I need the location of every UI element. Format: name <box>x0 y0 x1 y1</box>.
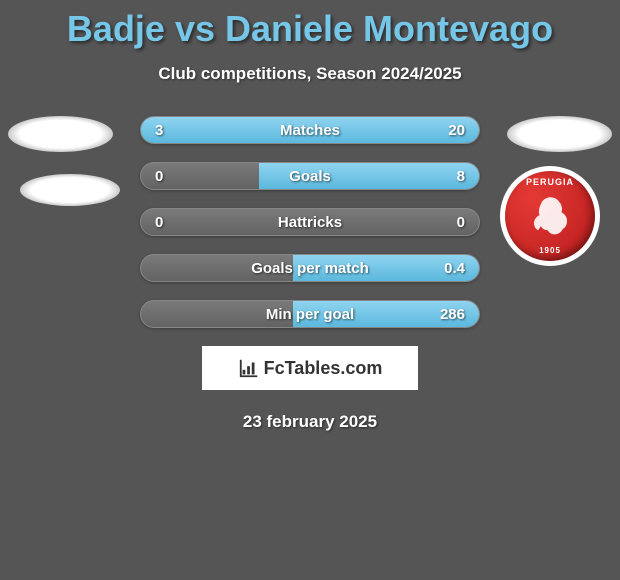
griffin-icon <box>523 189 578 244</box>
chart-icon <box>238 357 260 379</box>
comparison-area: PERUGIA 1905 3Matches20 0Goals8 0Hattricks… <box>0 116 620 432</box>
stat-bar: Goals per match0.4 <box>140 254 480 282</box>
club-crest: PERUGIA 1905 <box>500 166 600 266</box>
bar-label: Hattricks <box>141 214 479 231</box>
bar-label: Min per goal <box>141 306 479 323</box>
crest-top-text: PERUGIA <box>526 177 574 187</box>
crest-bottom-text: 1905 <box>539 246 561 255</box>
bar-label: Goals <box>141 168 479 185</box>
bar-label: Matches <box>141 122 479 139</box>
stat-bar: 0Goals8 <box>140 162 480 190</box>
brand-text: FcTables.com <box>264 358 383 379</box>
bar-label: Goals per match <box>141 260 479 277</box>
right-ellipse-1 <box>507 116 612 152</box>
brand-badge: FcTables.com <box>202 346 418 390</box>
stat-bar: 0Hattricks0 <box>140 208 480 236</box>
stat-bar: Min per goal286 <box>140 300 480 328</box>
crest-badge: PERUGIA 1905 <box>505 171 595 261</box>
date-text: 23 february 2025 <box>0 412 620 432</box>
left-ellipse-1 <box>8 116 113 152</box>
page-title: Badje vs Daniele Montevago <box>0 0 620 50</box>
stat-bars: 3Matches20 0Goals8 0Hattricks0 Goals per ma… <box>140 116 480 328</box>
subtitle: Club competitions, Season 2024/2025 <box>0 64 620 84</box>
left-ellipse-2 <box>20 174 120 206</box>
stat-bar: 3Matches20 <box>140 116 480 144</box>
